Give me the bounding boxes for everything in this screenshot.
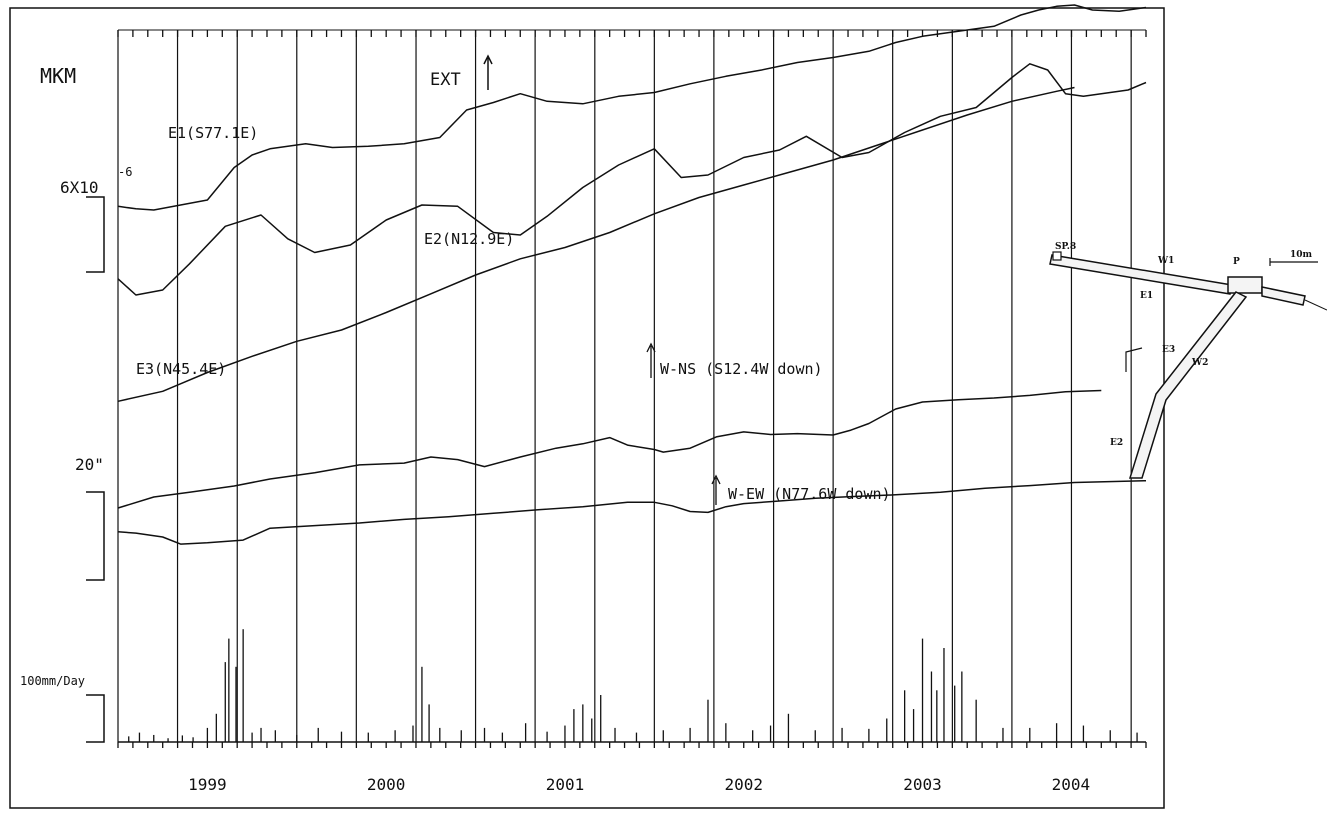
series-line-3: [117, 389, 1102, 509]
sp8-station-marker: [1052, 251, 1062, 261]
strain-scale-bar: 6X10 -6: [60, 165, 132, 273]
scale-bar-icon: [1269, 258, 1318, 266]
inset-label-sp8: SP.8: [1055, 242, 1076, 252]
inset-bracket-mark: [1125, 347, 1143, 372]
series-label-w-ns: W-NS (S12.4W down): [660, 360, 823, 378]
site-layout-diagram: SP.8 W1 P E1 E3 W2 E2 10m: [1049, 242, 1327, 479]
year-label-1999: 1999: [188, 775, 227, 794]
strain-scale-exponent: -6: [118, 165, 132, 179]
w-ew-arrow-icon: [711, 474, 721, 505]
tunnel-east-shape: [1261, 286, 1306, 306]
series-line-0: [117, 4, 1147, 211]
year-label-2001: 2001: [546, 775, 585, 794]
year-labels: 1999 2000 2001 2002 2003 2004: [188, 775, 1090, 794]
year-label-2004: 2004: [1052, 775, 1091, 794]
extension-marker-label: EXT: [430, 70, 461, 90]
tunnel-w2-shape: [1128, 291, 1248, 479]
inset-label-e1: E1: [1140, 291, 1153, 301]
pier-block-shape: [1227, 276, 1263, 294]
inset-label-w2: W2: [1191, 358, 1208, 368]
inset-label-e2: E2: [1110, 438, 1123, 448]
year-label-2002: 2002: [724, 775, 763, 794]
vertical-gridlines: [117, 30, 1132, 742]
year-label-2003: 2003: [903, 775, 942, 794]
units-label: MKM: [40, 64, 76, 88]
series-lines: [117, 4, 1147, 545]
extension-arrow-icon: [483, 54, 493, 90]
w-ns-arrow-icon: [646, 342, 656, 378]
year-label-2000: 2000: [367, 775, 406, 794]
tunnel-w1-shape: [1049, 254, 1233, 295]
inset-scale-label: 10m: [1290, 250, 1313, 260]
strain-scale-label: 6X10: [60, 178, 99, 197]
rainfall-bars: [128, 629, 1138, 742]
series-label-e2: E2(N12.9E): [424, 230, 514, 248]
inset-label-e3: E3: [1162, 345, 1175, 355]
top-tick-marks: [117, 30, 1147, 37]
inset-label-p: P: [1233, 257, 1240, 267]
series-line-2: [117, 86, 1075, 403]
series-label-w-ew: W-EW (N77.6W down): [728, 485, 891, 503]
series-line-4: [117, 479, 1147, 545]
series-label-e3: E3(N45.4E): [136, 360, 226, 378]
tilt-scale-label: 20": [75, 455, 104, 474]
series-line-1: [117, 63, 1147, 296]
series-label-e1: E1(S77.1E): [168, 124, 258, 142]
tilt-scale-bar: 20": [75, 455, 105, 581]
rain-scale-label: 100mm/Day: [20, 674, 85, 688]
bottom-tick-marks: [117, 742, 1147, 748]
inset-label-w1: W1: [1157, 256, 1174, 266]
rain-scale-bar: 100mm/Day: [20, 674, 105, 743]
entrance-arrow-line: [1304, 299, 1327, 311]
